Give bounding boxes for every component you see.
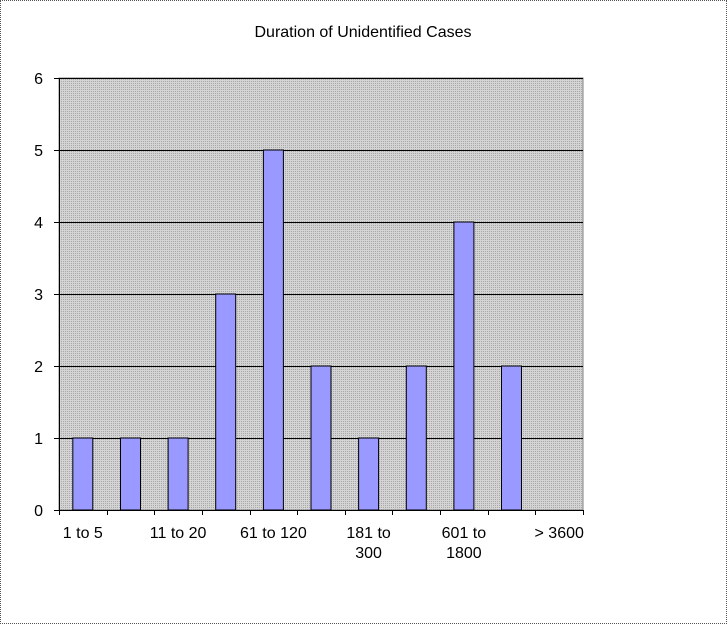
y-tick-label: 2 [34,359,43,376]
x-tick-label: 11 to 20 [150,525,207,542]
y-tick-label: 5 [34,143,43,160]
grid-lines [59,78,583,439]
chart-title: Duration of Unidentified Cases [254,24,471,41]
y-tick-label: 1 [34,431,43,448]
y-tick-labels: 0 1 2 3 4 5 6 [34,71,43,520]
y-tick-label: 3 [34,287,43,304]
bar [120,437,141,511]
x-tick-label: 601 to 1800 [442,525,487,562]
bar [405,365,427,511]
bar [72,437,94,511]
bar [501,365,522,511]
x-tick-label: 1 to 5 [63,525,103,542]
bar [167,437,189,511]
bar [215,293,237,511]
x-tick-label: 61 to 120 [240,525,307,542]
bar [310,365,332,511]
y-tick-label: 6 [34,71,43,88]
y-tick-label: 4 [34,215,43,232]
x-tick-labels: 1 to 5 11 to 20 61 to 120 181 to 300 601 to 18… [63,525,584,562]
axes [54,78,584,515]
bars [72,149,522,511]
bar [262,149,284,511]
bar [453,221,475,511]
bar [358,437,380,511]
y-tick-label: 0 [34,503,43,520]
x-tick-label: 181 to 300 [346,525,391,562]
x-tick-label: > 3600 [535,525,584,542]
